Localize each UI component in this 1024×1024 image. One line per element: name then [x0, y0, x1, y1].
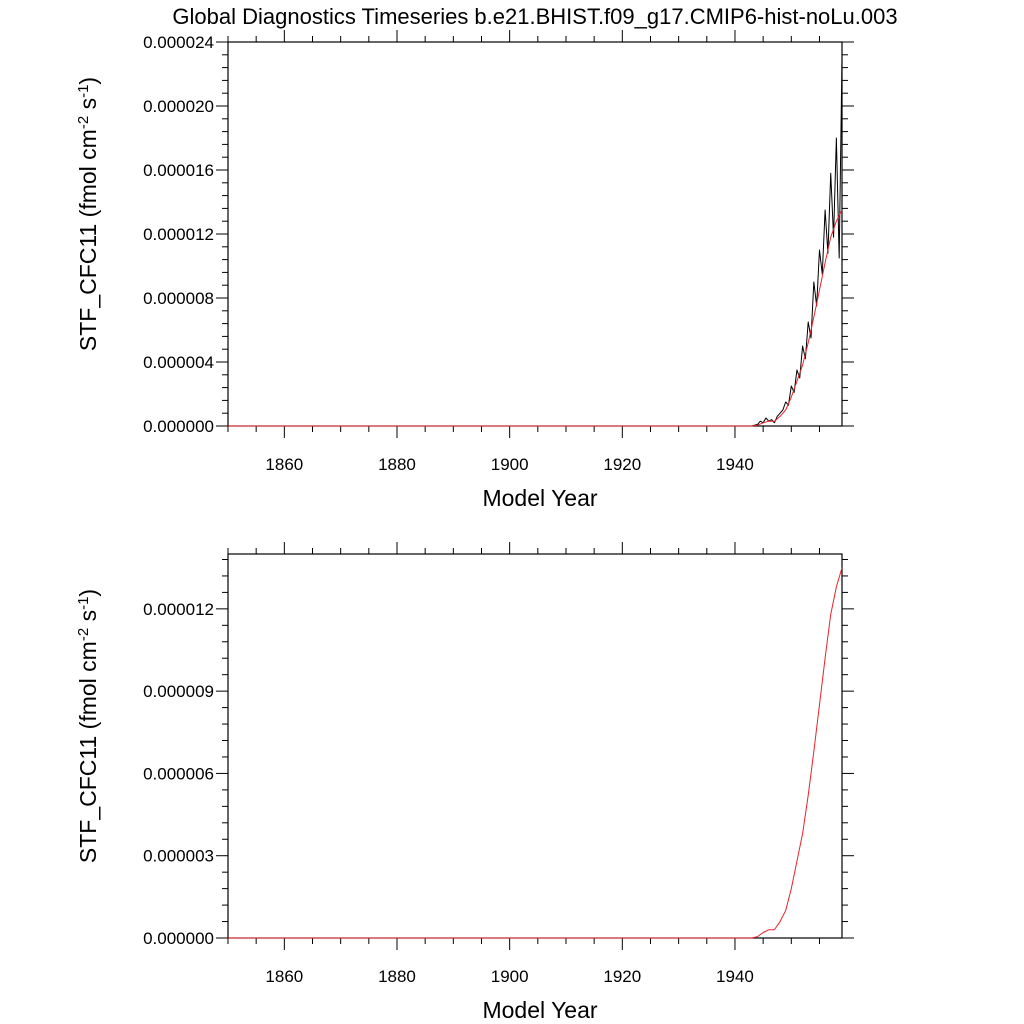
- y-tick-label: 0.000000: [143, 417, 214, 436]
- x-tick-label: 1900: [491, 455, 529, 474]
- y-tick-label: 0.000006: [143, 764, 214, 783]
- x-tick-label: 1920: [603, 967, 641, 986]
- y-axis-title: STF_CFC11 (fmol cm-2 s-1): [75, 589, 102, 863]
- x-tick-label: 1920: [603, 455, 641, 474]
- x-tick-label: 1860: [265, 455, 303, 474]
- y-axis-title-text: s: [75, 610, 101, 628]
- x-axis-title: Model Year: [482, 997, 597, 1023]
- series-line-1: [228, 57, 843, 427]
- y-tick-label: 0.000012: [143, 600, 214, 619]
- y-axis-title-superscript: -1: [75, 85, 92, 98]
- x-tick-label: 1940: [716, 967, 754, 986]
- y-axis-title-text: ): [75, 77, 101, 85]
- y-axis-title-text: s: [75, 98, 101, 116]
- y-tick-label: 0.000004: [143, 353, 214, 372]
- x-tick-label: 1880: [378, 967, 416, 986]
- y-tick-label: 0.000000: [143, 929, 214, 948]
- x-tick-label: 1900: [491, 967, 529, 986]
- y-axis-title: STF_CFC11 (fmol cm-2 s-1): [75, 77, 102, 351]
- y-tick-label: 0.000003: [143, 847, 214, 866]
- y-tick-label: 0.000012: [143, 225, 214, 244]
- page-title: Global Diagnostics Timeseries b.e21.BHIS…: [172, 4, 898, 29]
- y-tick-label: 0.000008: [143, 289, 214, 308]
- y-axis-title-superscript: -1: [75, 597, 92, 610]
- y-axis-title-text: ): [75, 589, 101, 597]
- series-line-2: [228, 209, 843, 427]
- plot-frame: [227, 41, 843, 427]
- plot-frame: [227, 553, 843, 939]
- y-axis-title-superscript: -2: [75, 628, 92, 641]
- chart-panel-2: 1860 1880 1900 1920 1940 0.000000 0.000003 0.00…: [75, 542, 854, 1023]
- y-axis-title-superscript: -2: [75, 116, 92, 129]
- y-tick-label: 0.000009: [143, 682, 214, 701]
- series-line-1: [228, 567, 843, 939]
- chart-panel-1: 1860 1880 1900 1920 1940 0.000000 0.000004 0.00…: [75, 30, 854, 511]
- x-tick-label: 1880: [378, 455, 416, 474]
- y-tick-label: 0.000020: [143, 97, 214, 116]
- y-axis-title-text: STF_CFC11 (fmol cm: [75, 129, 101, 351]
- y-tick-label: 0.000024: [143, 33, 214, 52]
- y-tick-label: 0.000016: [143, 161, 214, 180]
- y-axis-title-text: STF_CFC11 (fmol cm: [75, 641, 101, 863]
- x-axis-title: Model Year: [482, 485, 597, 511]
- x-tick-label: 1860: [265, 967, 303, 986]
- x-tick-label: 1940: [716, 455, 754, 474]
